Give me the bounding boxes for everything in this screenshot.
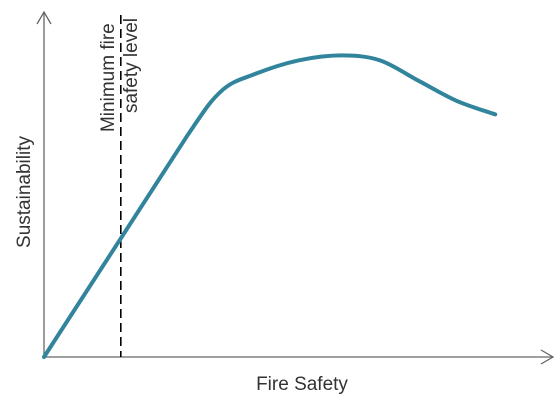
x-axis-arrow xyxy=(540,349,555,365)
y-axis-arrow xyxy=(36,10,52,25)
x-axis-title: Fire Safety xyxy=(256,374,348,395)
minimum-fire-safety-label-line-1: Minimum fire xyxy=(98,23,119,132)
minimum-fire-safety-label: Minimum fire safety level xyxy=(98,18,142,132)
sustainability-curve xyxy=(42,53,498,359)
minimum-fire-safety-label-line-2: safety level xyxy=(121,18,142,113)
y-axis-title: Sustainability xyxy=(14,136,35,248)
